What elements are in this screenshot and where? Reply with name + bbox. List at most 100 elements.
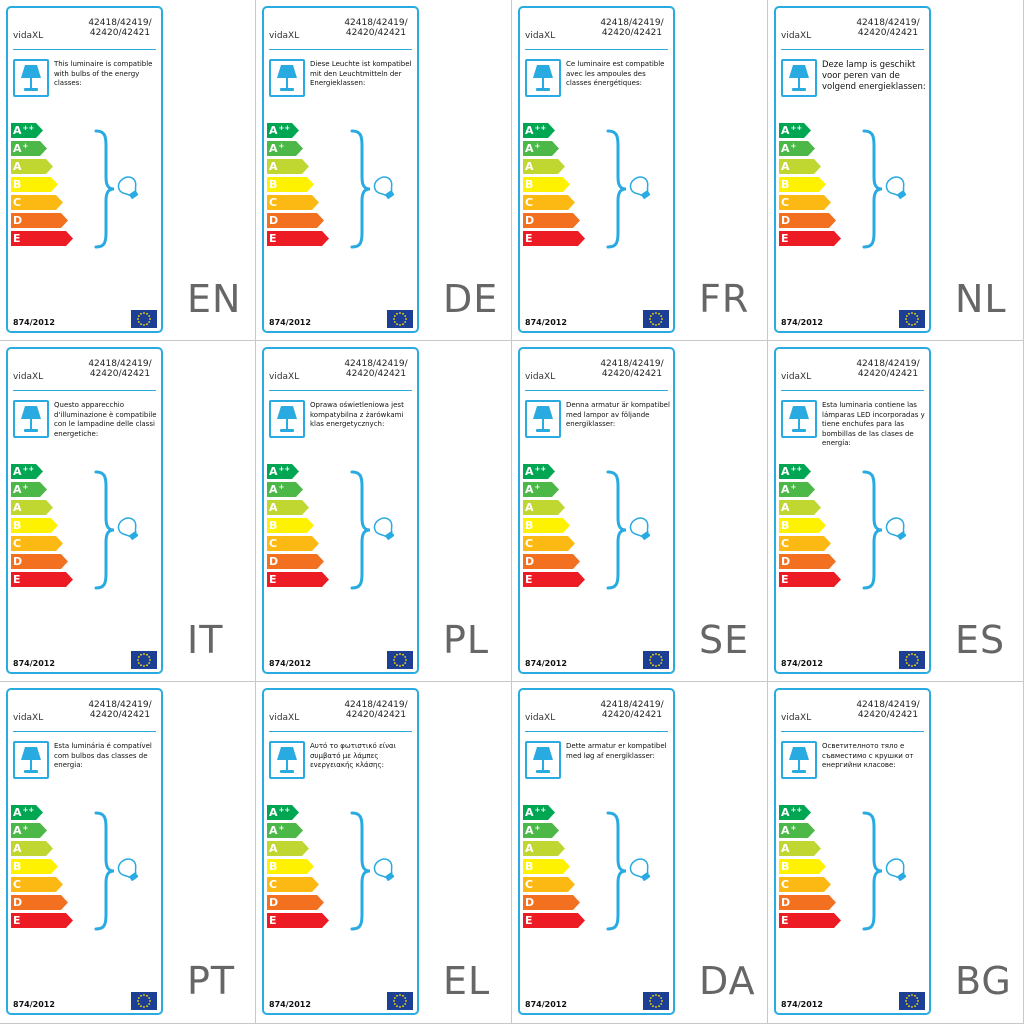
energy-class-bar: B [11,518,58,533]
energy-class-bar: C [779,195,831,210]
divider [781,390,924,391]
energy-class-letter-main: C [781,196,790,209]
eu-flag-icon [387,310,413,328]
energy-class-letter: E [13,572,21,587]
energy-class-letter-main: A [13,824,22,837]
energy-class-bar: A+ [523,141,559,156]
energy-class-letter-main: C [781,537,790,550]
energy-class-letter: C [269,877,277,892]
energy-class-bar: D [779,895,836,910]
energy-class-plus: + [278,483,285,491]
energy-class-letter: E [269,572,277,587]
energy-class-bar: C [523,877,575,892]
energy-class-letter: E [13,913,21,928]
energy-class-plus: ++ [790,465,803,473]
energy-label-card: vidaXL 42418/42419/ 42420/42421 Esta lumin… [6,688,163,1015]
energy-class-letter-main: D [781,555,791,568]
divider [269,731,412,732]
brand-name: vidaXL [781,372,812,382]
energy-class-letter: B [781,859,789,874]
energy-class-plus: + [790,483,797,491]
energy-class-letter: A [269,841,278,856]
energy-class-scale: A++ A+ A B C D E [11,123,73,248]
energy-class-letter: D [269,554,278,569]
energy-class-scale: A++ A+ A B C D E [779,464,841,589]
energy-class-letter-main: A [269,465,278,478]
language-code: EN [187,277,242,321]
energy-class-letter-main: A [525,160,534,173]
energy-class-letter-main: D [13,214,23,227]
divider [269,390,412,391]
energy-class-letter: A [781,159,790,174]
energy-class-plus: + [790,142,797,150]
energy-class-letter-main: A [269,501,278,514]
curly-brace [94,129,115,249]
energy-class-scale: A++ A+ A B C D E [267,805,329,930]
energy-label-card: vidaXL 42418/42419/ 42420/42421 Oprawa ośw… [262,347,419,674]
energy-class-bar: A+ [779,823,815,838]
energy-class-letter-main: B [781,860,790,873]
energy-class-letter-main: B [269,178,278,191]
energy-class-letter-main: A [269,806,278,819]
energy-class-bar: B [267,859,314,874]
energy-class-letter-main: A [13,465,22,478]
energy-class-letter: C [525,195,533,210]
energy-class-bar: A++ [267,123,299,138]
energy-class-letter: A [525,159,534,174]
product-codes: 42418/42419/ 42420/42421 [600,700,664,720]
energy-class-bar: A++ [779,805,811,820]
compatibility-text: This luminaire is compatible with bulbs … [54,60,153,87]
lamp-icon-box [13,59,49,97]
eu-flag-icon [899,651,925,669]
energy-class-bar: C [779,877,831,892]
divider [13,390,156,391]
energy-class-plus: ++ [22,806,35,814]
energy-class-letter-main: B [13,519,22,532]
energy-label-card: vidaXL 42418/42419/ 42420/42421 Dette arma… [518,688,675,1015]
eu-flag-icon [131,992,157,1010]
energy-class-plus: ++ [278,806,291,814]
energy-label-card: vidaXL 42418/42419/ 42420/42421 Deze lamp … [774,6,931,333]
product-codes: 42418/42419/ 42420/42421 [856,700,920,720]
energy-class-letter-main: A [13,142,22,155]
energy-class-letter-main: E [525,232,533,245]
energy-class-letter-main: A [525,483,534,496]
energy-class-letter: C [269,195,277,210]
energy-class-bar: A+ [267,141,303,156]
energy-class-bar: A++ [523,123,555,138]
energy-class-plus: + [534,824,541,832]
energy-class-bar: E [267,231,329,246]
energy-class-letter-main: C [13,196,22,209]
energy-class-bar: A [11,500,53,515]
language-code: ES [955,618,1006,662]
energy-class-letter-main: B [269,860,278,873]
energy-class-letter-main: A [525,124,534,137]
energy-class-bar: D [779,213,836,228]
curly-brace [94,811,115,931]
table-lamp-icon [789,747,809,773]
energy-class-scale: A++ A+ A B C D E [11,464,73,589]
energy-class-bar: B [267,177,314,192]
energy-class-letter-main: A [269,142,278,155]
energy-class-letter-main: E [13,232,21,245]
divider [781,731,924,732]
energy-class-letter-main: A [13,160,22,173]
product-codes: 42418/42419/ 42420/42421 [856,18,920,38]
energy-class-plus: ++ [278,465,291,473]
energy-class-letter-main: A [13,483,22,496]
energy-class-letter: A+ [781,823,796,838]
energy-class-letter: D [525,895,534,910]
language-code: NL [955,277,1007,321]
label-cell-pl: vidaXL 42418/42419/ 42420/42421 Oprawa ośw… [256,341,512,682]
energy-class-letter: E [525,572,533,587]
energy-class-bar: A++ [523,805,555,820]
energy-class-letter-main: B [525,178,534,191]
label-cell-se: vidaXL 42418/42419/ 42420/42421 Denna arma… [512,341,768,682]
energy-class-bar: A++ [779,123,811,138]
energy-class-bar: C [523,195,575,210]
energy-class-bar: E [523,913,585,928]
energy-class-letter: A++ [13,123,34,138]
energy-class-letter-main: C [525,537,534,550]
energy-class-bar: D [267,554,324,569]
